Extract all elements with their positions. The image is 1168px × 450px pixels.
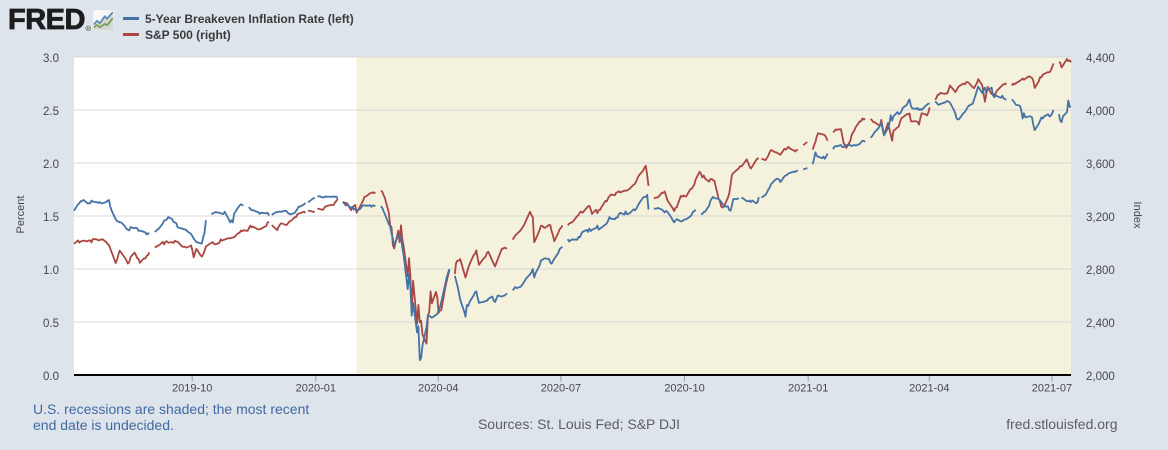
svg-text:Index: Index <box>1131 202 1143 229</box>
svg-text:2020-07: 2020-07 <box>541 383 581 395</box>
svg-text:1.0: 1.0 <box>43 265 59 277</box>
svg-text:4,000: 4,000 <box>1086 106 1115 118</box>
svg-text:2020-10: 2020-10 <box>664 383 704 395</box>
svg-text:3,600: 3,600 <box>1086 159 1115 171</box>
svg-text:3,200: 3,200 <box>1086 212 1115 224</box>
svg-text:3.0: 3.0 <box>43 53 59 65</box>
svg-text:0.5: 0.5 <box>43 318 59 330</box>
svg-text:2.5: 2.5 <box>43 106 59 118</box>
svg-text:2021-04: 2021-04 <box>909 383 949 395</box>
svg-text:4,400: 4,400 <box>1086 53 1115 65</box>
svg-text:2.0: 2.0 <box>43 159 59 171</box>
svg-text:1.5: 1.5 <box>43 212 59 224</box>
svg-text:2021-01: 2021-01 <box>788 383 828 395</box>
svg-text:2,000: 2,000 <box>1086 371 1115 383</box>
svg-text:Percent: Percent <box>15 196 27 234</box>
svg-text:2,800: 2,800 <box>1086 265 1115 277</box>
svg-text:0.0: 0.0 <box>43 371 59 383</box>
svg-text:2019-10: 2019-10 <box>172 383 212 395</box>
svg-text:2,400: 2,400 <box>1086 318 1115 330</box>
svg-text:2020-01: 2020-01 <box>296 383 336 395</box>
svg-text:2021-07: 2021-07 <box>1032 383 1072 395</box>
svg-text:2020-04: 2020-04 <box>418 383 458 395</box>
